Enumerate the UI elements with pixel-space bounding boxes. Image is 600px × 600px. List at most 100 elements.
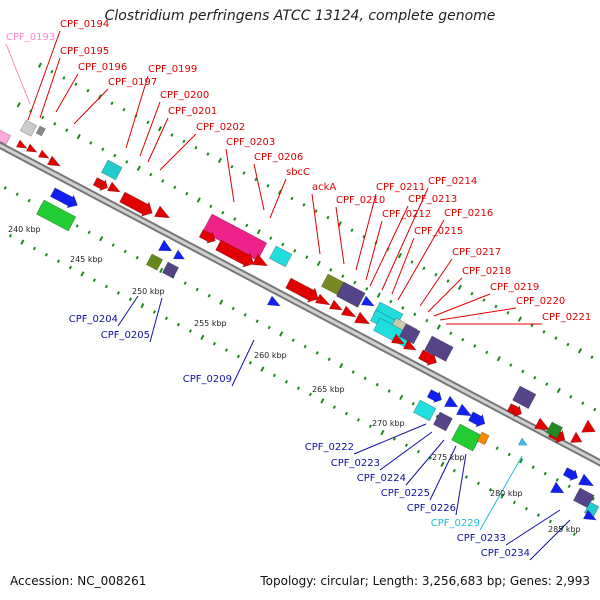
- tick-mark: [488, 487, 492, 492]
- tick-mark: [316, 260, 321, 267]
- leader-cpf-0212: [365, 220, 383, 281]
- gene-arrow: [328, 299, 343, 311]
- leader-acka: [311, 193, 321, 255]
- gene-block: [545, 421, 564, 439]
- tick-mark: [284, 380, 288, 384]
- gene-label-cpf-0200: CPF_0200: [160, 90, 209, 101]
- gene-arrow: [581, 419, 596, 433]
- leader-cpf-0213: [369, 205, 409, 287]
- tick-mark: [242, 171, 246, 175]
- leader-cpf-0204: [117, 295, 139, 327]
- tick-mark: [15, 192, 19, 197]
- tick-mark: [380, 429, 385, 436]
- tick-mark: [173, 185, 177, 190]
- tick-mark: [404, 443, 408, 448]
- tick-mark: [591, 497, 595, 501]
- tick-mark: [495, 446, 499, 450]
- genome-backbone: [0, 141, 600, 467]
- tick-mark: [101, 147, 105, 152]
- leader-cpf-0203: [225, 148, 235, 203]
- tick-mark: [536, 513, 540, 517]
- gene-block: [476, 431, 490, 445]
- leader-cpf-0225: [429, 445, 457, 501]
- tick-mark: [62, 76, 66, 80]
- tick-mark: [452, 468, 456, 473]
- tick-mark: [542, 330, 546, 334]
- gene-label-cpf-0223: CPF_0223: [331, 458, 380, 469]
- leader-cpf-0233: [505, 509, 561, 546]
- tick-mark: [135, 255, 139, 260]
- gene-arrow: [172, 249, 185, 260]
- tick-mark: [219, 299, 224, 305]
- tick-mark: [32, 246, 36, 251]
- tick-mark: [533, 375, 537, 380]
- gene-block: [336, 281, 366, 308]
- tick-mark: [68, 265, 72, 270]
- tick-mark: [339, 362, 344, 369]
- tick-mark: [200, 334, 205, 341]
- tick-mark: [27, 198, 31, 203]
- gene-label-cpf-0202: CPF_0202: [196, 122, 245, 133]
- gene-label-cpf-0201: CPF_0201: [168, 106, 217, 117]
- gene-arrow: [285, 277, 319, 303]
- tick-mark: [206, 152, 210, 156]
- tick-mark: [207, 294, 211, 298]
- gene-arrow: [50, 187, 78, 209]
- tick-mark: [464, 475, 468, 479]
- tick-mark: [506, 310, 510, 315]
- tick-mark: [375, 382, 379, 387]
- gene-arrow: [119, 191, 153, 217]
- gene-label-cpf-0213: CPF_0213: [408, 194, 457, 205]
- tick-mark: [281, 242, 285, 247]
- tick-mark: [332, 405, 336, 409]
- gene-label-cpf-0222: CPF_0222: [305, 442, 354, 453]
- tick-mark: [411, 401, 415, 406]
- gene-arrow: [15, 139, 28, 149]
- tick-mark: [470, 291, 474, 296]
- tick-mark: [195, 287, 199, 292]
- tick-mark: [161, 179, 165, 183]
- gene-label-cpf-0226: CPF_0226: [407, 503, 456, 514]
- gene-label-cpf-0214: CPF_0214: [428, 176, 477, 187]
- leader-cpf-0199: [125, 75, 149, 149]
- tick-mark: [44, 253, 48, 257]
- tick-mark: [123, 249, 127, 254]
- gene-arrow: [468, 411, 486, 428]
- tick-mark: [53, 122, 57, 126]
- tick-mark: [314, 209, 318, 213]
- leader-cpf-0219: [433, 293, 491, 317]
- kbp-label-270-kbp: 270 kbp: [372, 419, 405, 428]
- tick-mark: [521, 369, 525, 374]
- gene-arrow: [402, 339, 417, 351]
- leader-cpf-0229: [479, 455, 523, 531]
- gene-label-cpf-0215: CPF_0215: [414, 226, 463, 237]
- gene-arrow: [443, 395, 459, 408]
- gene-block: [512, 385, 537, 409]
- gene-label-cpf-0211: CPF_0211: [376, 182, 425, 193]
- tick-mark: [3, 186, 7, 190]
- tick-mark: [457, 284, 463, 291]
- gene-block: [399, 323, 421, 345]
- tick-mark: [188, 329, 192, 333]
- tick-mark: [209, 204, 213, 209]
- gene-block: [101, 159, 123, 181]
- tick-mark: [89, 141, 93, 145]
- gene-label-cpf-0216: CPF_0216: [444, 208, 493, 219]
- tick-mark: [86, 88, 90, 93]
- tick-mark: [485, 350, 489, 355]
- tick-mark: [341, 274, 345, 278]
- gene-block: [433, 411, 453, 432]
- tick-mark: [230, 164, 234, 169]
- tick-mark: [482, 298, 486, 302]
- kbp-label-245-kbp: 245 kbp: [70, 255, 103, 264]
- gene-arrow: [198, 229, 216, 244]
- gene-label-cpf-0220: CPF_0220: [516, 296, 565, 307]
- tick-mark: [152, 310, 156, 314]
- gene-arrow: [569, 431, 583, 443]
- gene-label-cpf-0234: CPF_0234: [481, 548, 530, 559]
- leader-cpf-0223: [379, 431, 433, 471]
- gene-label-cpf-0217: CPF_0217: [452, 247, 501, 258]
- tick-mark: [245, 223, 249, 228]
- gene-arrow: [353, 311, 371, 325]
